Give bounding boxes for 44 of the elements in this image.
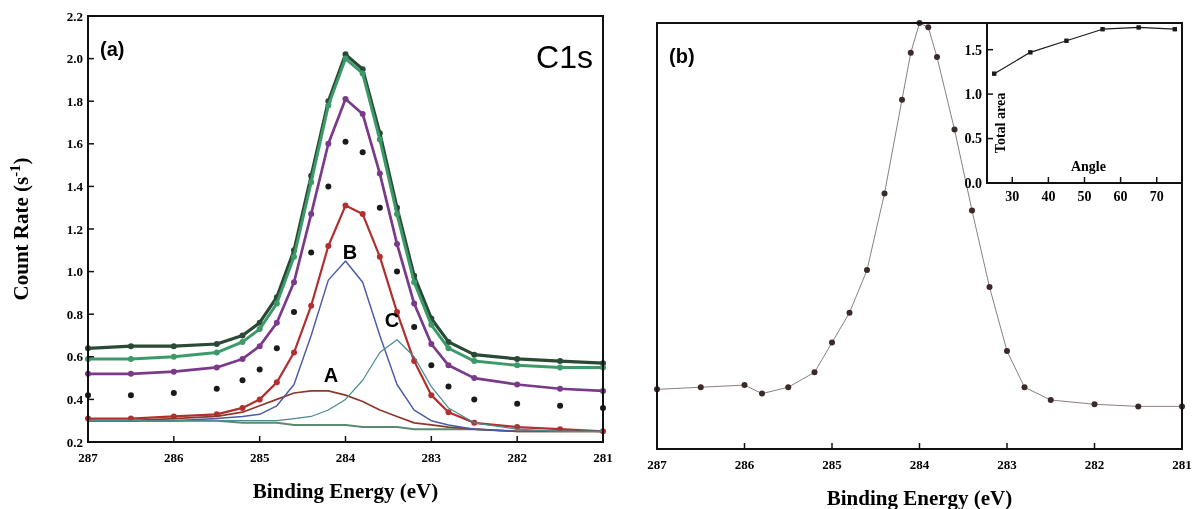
x-axis-title: Binding Energy (eV) (826, 486, 1013, 509)
x-tick-label: 30 (1005, 189, 1020, 204)
x-axis-title: Binding Energy (eV) (252, 479, 439, 503)
annotation: (a) (100, 38, 125, 60)
y-tick-label: 1.2 (66, 221, 83, 237)
x-tick-label: 281 (1172, 457, 1192, 472)
text: C1s (536, 39, 593, 75)
annotation: A (323, 364, 339, 386)
y-tick-label: 2.0 (66, 51, 83, 67)
x-tick-label: 286 (164, 450, 185, 465)
annotation: C (384, 309, 400, 331)
x-tick-label: 70 (1149, 189, 1164, 204)
x-tick-label: 284 (335, 450, 356, 465)
y-axis-title: Total area (993, 92, 1008, 154)
x-axis-title: Angle (1070, 159, 1106, 174)
x-tick-label: 281 (593, 450, 613, 465)
y-tick-label: 0.6 (66, 349, 84, 365)
y-tick-label: 1.8 (66, 93, 84, 109)
y-tick-label: 0.4 (66, 391, 84, 407)
x-tick-label: 283 (997, 457, 1018, 472)
x-tick-label: 282 (1084, 457, 1105, 472)
y-tick-label: 0.8 (66, 306, 84, 322)
y-tick-label: 2.2 (66, 8, 83, 24)
x-tick-label: 283 (421, 450, 442, 465)
y-tick-label: 0.5 (964, 131, 982, 147)
y-tick-label: 1.6 (66, 136, 84, 152)
y-tick-label: 1.0 (66, 264, 83, 280)
x-tick-label: 50 (1077, 189, 1092, 204)
x-tick-label: 287 (78, 450, 99, 465)
annotation: B (342, 241, 358, 263)
y-tick-label: 1.5 (964, 42, 982, 58)
y-tick-label: 1.0 (964, 87, 982, 103)
y-tick-label: 0.2 (66, 434, 83, 450)
x-tick-label: 282 (507, 450, 527, 465)
x-tick-label: 286 (734, 457, 755, 472)
annotation: (b) (669, 45, 695, 67)
x-tick-label: 285 (249, 450, 270, 465)
x-tick-label: 287 (647, 457, 668, 472)
y-tick-label: 1.4 (66, 178, 84, 194)
x-tick-label: 284 (909, 457, 930, 472)
x-tick-label: 40 (1041, 189, 1056, 204)
y-tick-label: 0.0 (964, 175, 982, 191)
x-tick-label: 60 (1113, 189, 1128, 204)
x-tick-label: 285 (822, 457, 843, 472)
